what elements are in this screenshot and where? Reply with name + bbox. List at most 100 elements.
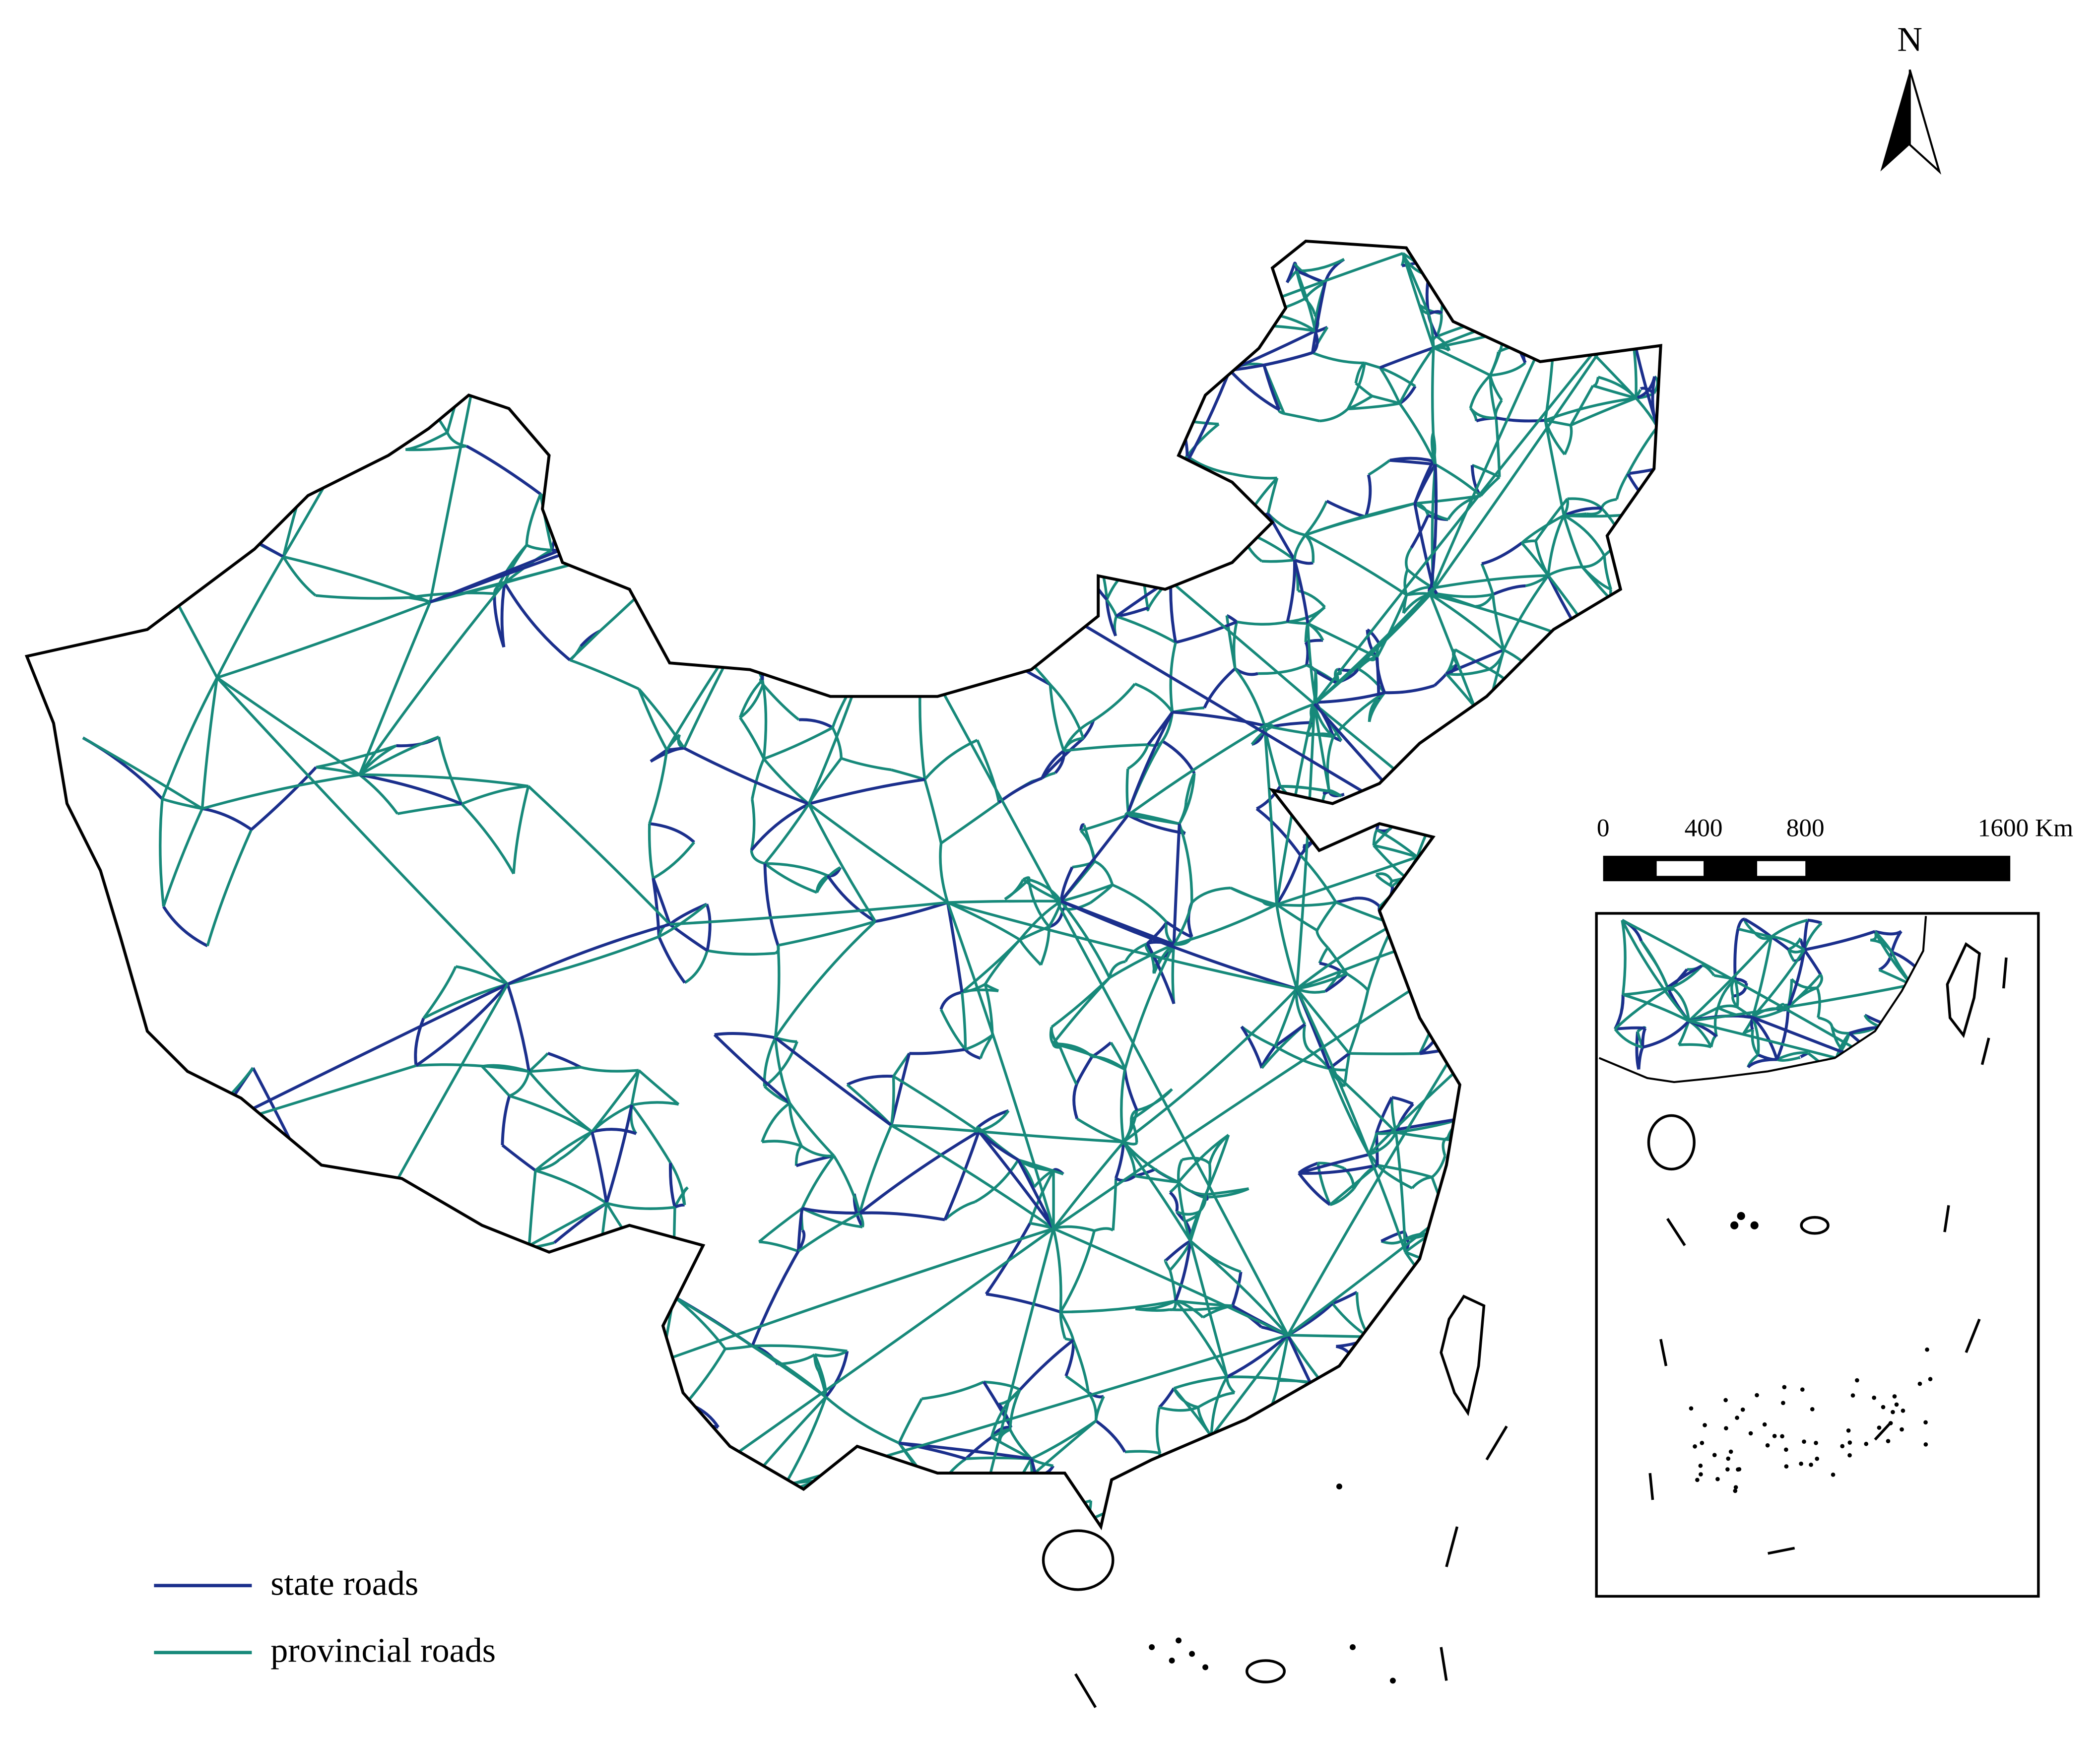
provincial-road [1538,1078,1557,1113]
provincial-road [1574,745,1592,751]
provincial-road [1556,1276,1562,1298]
provincial-road [606,1202,675,1210]
state-road [1601,951,1608,971]
provincial-road [1400,917,1430,955]
state-road [1544,769,1574,792]
provincial-road [1490,362,1526,377]
provincial-road [1252,1450,1265,1473]
provincial-road [1575,1386,1590,1391]
provincial-road [1346,363,1366,410]
north-label: N [1897,20,1922,59]
provincial-road [1204,1187,1249,1199]
provincial-road [642,1482,651,1501]
island [1149,1644,1155,1650]
state-road [1897,984,1913,1075]
provincial-road [992,602,1004,652]
provincial-road [1295,704,1316,989]
provincial-road [865,1562,913,1575]
island [1894,1402,1899,1407]
provincial-road [621,1499,651,1527]
state-road [1625,1306,1633,1338]
provincial-road [1615,1457,1639,1527]
provincial-road [1378,367,1401,404]
provincial-road [1485,718,1583,748]
provincial-road [1582,1362,1617,1370]
provincial-road [1153,515,1169,552]
provincial-road [1548,1041,1566,1057]
provincial-road [527,1170,537,1248]
provincial-road [1052,1141,1125,1229]
provincial-road [1571,749,1577,772]
provincial-road [940,550,989,571]
provincial-road [1512,1320,1535,1341]
island [1900,1427,1904,1432]
state-road [319,356,398,436]
provincial-road [987,551,1004,603]
provincial-road [1554,1276,1561,1310]
provincial-road [707,949,776,956]
state-road [1463,738,1474,746]
provincial-road [763,758,810,805]
provincial-road [1572,283,1622,291]
provincial-road [1108,960,1126,978]
provincial-road [1109,943,1175,979]
island [1765,1443,1770,1448]
provincial-road [1348,402,1400,410]
provincial-road [1261,558,1295,563]
state-road [1105,599,1117,637]
state-road [1803,949,1822,975]
provincial-road [1544,950,1563,972]
provincial-road [1280,785,1329,793]
provincial-road [1520,830,1562,855]
state-road [1384,1439,1407,1478]
provincial-road [881,518,890,596]
state-road [722,596,772,607]
state-road [1150,293,1169,312]
state-road [500,582,506,647]
provincial-road [1299,854,1337,903]
provincial-road [1364,362,1380,369]
provincial-road [124,1355,140,1400]
state-road [774,1036,892,1127]
provincial-road [1538,256,1552,262]
state-road [1379,346,1434,369]
provincial-road [1373,844,1407,879]
provincial-road [397,802,462,815]
provincial-road [1437,782,1448,810]
state-road [1428,310,1443,316]
state-road [1060,814,1129,902]
provincial-road [1474,1339,1535,1394]
state-road [1832,1072,1843,1079]
state-road [1172,710,1265,727]
island [1735,1415,1739,1420]
provincial-road [1463,1489,1490,1501]
provincial-road [1548,901,1610,935]
provincial-road [870,517,883,546]
state-road [1804,930,1876,952]
provincial-road [1393,923,1449,948]
state-road [346,1541,372,1547]
provincial-road [1331,1502,1338,1513]
provincial-road [1154,545,1188,553]
state-road [1581,745,1593,750]
provincial-road [1438,809,1453,843]
provincial-road [923,779,943,844]
provincial-road [1639,1390,1647,1435]
provincial-road [1323,1552,1343,1588]
provincial-road [1599,951,1608,968]
provincial-road [859,569,942,674]
provincial-road [216,600,431,679]
state-road [1332,1290,1358,1305]
provincial-road [1427,841,1452,857]
provincial-road [1621,919,1690,1022]
state-road [506,983,531,1072]
state-road [304,1453,347,1527]
provincial-road [1570,396,1637,427]
state-road [751,1250,800,1347]
state-road [1311,282,1327,353]
provincial-road [866,362,902,391]
provincial-road [1186,423,1220,457]
state-road [1413,503,1435,588]
provincial-road [764,803,810,865]
state-road [1898,1072,1920,1079]
